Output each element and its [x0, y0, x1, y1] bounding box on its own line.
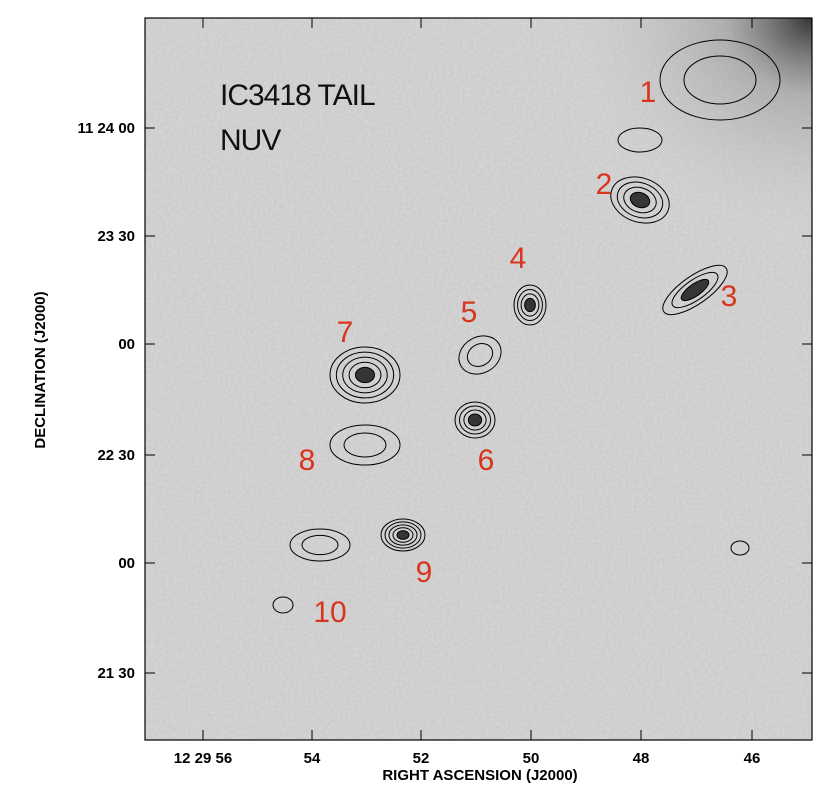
contour — [458, 335, 502, 375]
x-tick-label: 54 — [304, 750, 321, 767]
contour — [354, 366, 376, 384]
contour — [623, 186, 657, 214]
source-label: 4 — [510, 242, 527, 275]
source-label: 10 — [313, 596, 346, 629]
x-tick-label: 12 29 56 — [174, 750, 232, 767]
y-tick-label: 22 30 — [97, 447, 135, 464]
contour — [467, 413, 483, 427]
contour — [683, 55, 757, 105]
source-label: 8 — [299, 444, 316, 477]
y-tick-label: 00 — [118, 555, 135, 572]
contour — [329, 424, 401, 466]
source-label: 6 — [478, 444, 495, 477]
contour — [343, 432, 387, 458]
contour — [329, 346, 401, 404]
contour — [524, 297, 536, 313]
sky-image — [145, 18, 812, 740]
contour — [396, 530, 410, 540]
x-tick-label: 52 — [413, 750, 430, 767]
contour — [680, 278, 710, 302]
contour — [463, 409, 487, 431]
frame — [144, 17, 813, 741]
contour — [335, 351, 395, 399]
contour — [301, 534, 339, 556]
title-line: NUV — [220, 124, 281, 157]
contour — [342, 356, 388, 394]
contour — [392, 527, 414, 543]
source-label: 2 — [596, 168, 613, 201]
contour — [662, 264, 728, 316]
source-label: 7 — [337, 316, 354, 349]
contour — [272, 596, 294, 614]
contour — [671, 271, 719, 309]
y-tick-label: 21 30 — [97, 665, 135, 682]
y-tick-label: 11 24 00 — [77, 120, 135, 137]
contour — [466, 343, 494, 367]
y-tick-label: 00 — [118, 336, 135, 353]
contour — [610, 176, 670, 224]
y-axis-label: DECLINATION (J2000) — [32, 291, 49, 448]
source-label: 1 — [640, 76, 657, 109]
y-tick-label: 23 30 — [97, 228, 135, 245]
contour — [388, 524, 418, 546]
x-tick-label: 46 — [744, 750, 761, 767]
contour — [730, 540, 750, 556]
contour — [629, 191, 651, 209]
x-axis-label: RIGHT ASCENSION (J2000) — [382, 767, 577, 784]
contour — [659, 39, 781, 121]
contour — [517, 288, 543, 322]
contour — [380, 518, 426, 552]
title-line: IC3418 TAIL — [220, 79, 375, 112]
contour — [289, 528, 351, 562]
contour — [617, 127, 663, 153]
source-label: 3 — [721, 280, 738, 313]
source-label: 9 — [416, 556, 433, 589]
contour — [454, 401, 496, 439]
contour — [616, 181, 664, 219]
x-tick-label: 50 — [523, 750, 540, 767]
source-label: 5 — [461, 296, 478, 329]
contour — [513, 284, 547, 326]
contour — [458, 405, 492, 435]
contour — [384, 521, 422, 549]
contour — [520, 293, 540, 317]
x-tick-label: 48 — [633, 750, 650, 767]
contour — [348, 361, 382, 389]
